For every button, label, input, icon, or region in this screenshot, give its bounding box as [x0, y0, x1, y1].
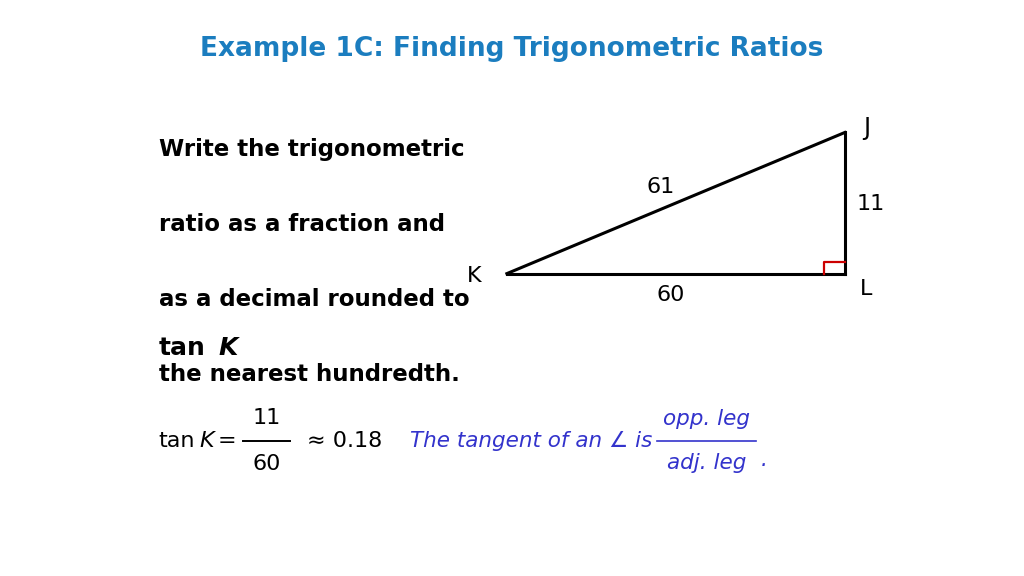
Text: L: L	[860, 279, 872, 299]
Text: Example 1C: Finding Trigonometric Ratios: Example 1C: Finding Trigonometric Ratios	[201, 36, 823, 62]
Text: tan: tan	[159, 431, 196, 450]
Text: 11: 11	[856, 195, 885, 214]
Text: .: .	[761, 450, 768, 469]
Text: K: K	[218, 336, 238, 361]
Text: 60: 60	[656, 286, 685, 305]
Text: ≈ 0.18: ≈ 0.18	[307, 431, 382, 450]
Text: 11: 11	[252, 408, 281, 427]
Text: K: K	[467, 267, 481, 286]
Text: =: =	[218, 431, 237, 450]
Text: K: K	[200, 431, 214, 450]
Text: 61: 61	[646, 177, 675, 197]
Text: as a decimal rounded to: as a decimal rounded to	[159, 288, 469, 311]
Text: Write the trigonometric: Write the trigonometric	[159, 138, 464, 161]
Text: The tangent of an ∠ is: The tangent of an ∠ is	[410, 431, 652, 450]
Text: adj. leg: adj. leg	[667, 453, 746, 472]
Text: 60: 60	[252, 454, 281, 473]
Text: tan: tan	[159, 336, 206, 361]
Text: J: J	[863, 116, 870, 140]
Text: ratio as a fraction and: ratio as a fraction and	[159, 213, 444, 236]
Text: the nearest hundredth.: the nearest hundredth.	[159, 363, 460, 386]
Text: opp. leg: opp. leg	[664, 409, 750, 429]
